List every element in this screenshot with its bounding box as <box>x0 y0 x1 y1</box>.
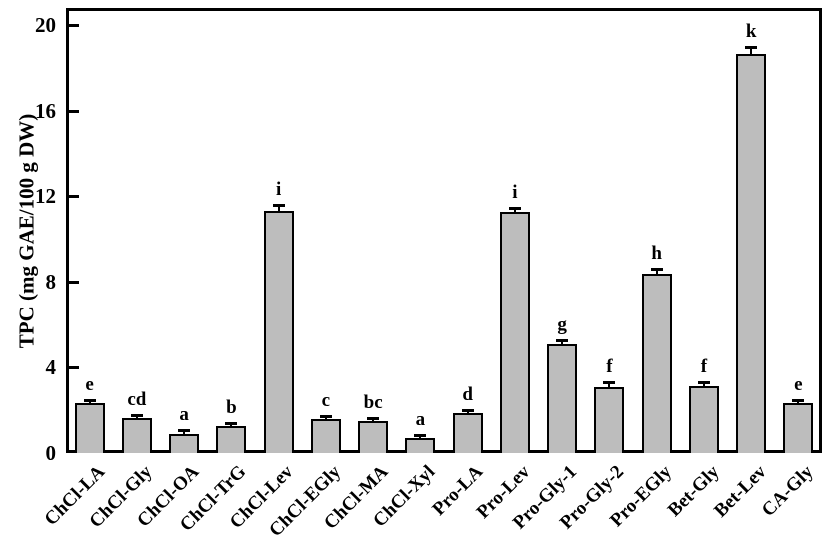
sig-letter-Bet-Lev: k <box>745 20 757 42</box>
error-bar-cap-ChCl-EGly <box>319 414 332 418</box>
error-bar-line-Pro-Gly-1 <box>561 340 564 346</box>
sig-letter-Pro-Gly-1: g <box>557 313 567 335</box>
bar-ChCl-Xyl <box>405 438 436 453</box>
y-tick-mark-8 <box>69 280 79 284</box>
error-bar-line-ChCl-TrG <box>230 424 233 429</box>
bar-ChCl-LA <box>74 402 105 453</box>
bar-Pro-Gly-1 <box>547 343 578 453</box>
error-bar-line-Bet-Gly <box>702 383 705 388</box>
error-bar-cap-Pro-LA <box>461 409 474 413</box>
error-bar-line-Pro-Lev <box>513 209 516 215</box>
bar-ChCl-Lev <box>263 211 294 453</box>
error-bar-cap-ChCl-LA <box>83 398 96 402</box>
error-bar-line-ChCl-Xyl <box>419 436 422 441</box>
error-bar-line-ChCl-EGly <box>324 416 327 421</box>
sig-letter-Pro-Gly-2: f <box>606 355 613 377</box>
y-tick-label-20: 20 <box>35 13 56 38</box>
bar-Pro-Gly-2 <box>594 386 625 453</box>
sig-letter-ChCl-Gly: cd <box>127 388 147 410</box>
plot-area <box>66 8 822 453</box>
x-label-Bet-Lev: Bet-Lev <box>709 461 771 522</box>
sig-letter-ChCl-Xyl: a <box>415 409 426 431</box>
y-tick-label-4: 4 <box>45 355 57 380</box>
error-bar-cap-ChCl-Lev <box>272 203 285 207</box>
error-bar-cap-Pro-Gly-1 <box>556 338 569 342</box>
sig-letter-Bet-Gly: f <box>700 356 708 378</box>
sig-letter-ChCl-TrG: b <box>226 397 237 419</box>
sig-letter-ChCl-OA: a <box>179 404 189 426</box>
error-bar-cap-ChCl-Xyl <box>414 434 427 438</box>
error-bar-cap-ChCl-OA <box>178 429 191 433</box>
error-bar-cap-Pro-EGly <box>650 268 663 272</box>
sig-letter-ChCl-LA: e <box>85 373 94 395</box>
bar-Pro-LA <box>452 413 483 453</box>
error-bar-cap-ChCl-TrG <box>225 422 238 426</box>
bar-ChCl-EGly <box>310 418 341 453</box>
y-tick-mark-16 <box>69 109 79 113</box>
y-tick-label-12: 12 <box>35 184 56 209</box>
y-tick-label-0: 0 <box>45 441 57 465</box>
bar-Bet-Lev <box>736 53 767 453</box>
bar-Pro-EGly <box>641 274 672 453</box>
error-bar-line-ChCl-MA <box>372 418 375 423</box>
sig-letter-Pro-Lev: i <box>512 182 518 204</box>
bar-Bet-Gly <box>688 385 719 453</box>
error-bar-line-ChCl-Gly <box>135 415 138 420</box>
error-bar-cap-ChCl-Gly <box>130 413 143 417</box>
error-bar-line-CA-Gly <box>797 400 800 405</box>
bar-ChCl-OA <box>169 433 200 453</box>
sig-letter-ChCl-EGly: c <box>321 389 331 411</box>
error-bar-line-ChCl-LA <box>88 400 91 405</box>
y-tick-label-8: 8 <box>45 269 57 294</box>
error-bar-line-Bet-Lev <box>750 47 753 56</box>
error-bar-cap-ChCl-MA <box>367 416 380 420</box>
x-label-CA-Gly: CA-Gly <box>757 461 818 521</box>
error-bar-cap-CA-Gly <box>792 398 805 402</box>
error-bar-line-Pro-Gly-2 <box>608 382 611 389</box>
x-label-Bet-Gly: Bet-Gly <box>663 461 724 521</box>
error-bar-line-Pro-LA <box>466 411 469 416</box>
y-tick-mark-4 <box>69 366 79 370</box>
y-tick-mark-12 <box>69 195 79 199</box>
error-bar-line-ChCl-OA <box>183 431 186 436</box>
bar-CA-Gly <box>783 402 814 453</box>
sig-letter-Pro-EGly: h <box>651 243 662 265</box>
bar-ChCl-TrG <box>216 426 247 453</box>
error-bar-line-ChCl-Lev <box>277 205 280 214</box>
sig-letter-CA-Gly: e <box>794 373 803 395</box>
sig-letter-ChCl-Lev: i <box>275 178 282 200</box>
bar-ChCl-MA <box>358 420 389 453</box>
y-tick-label-16: 16 <box>35 98 56 123</box>
bar-ChCl-Gly <box>121 417 152 453</box>
error-bar-cap-Pro-Gly-2 <box>603 380 616 384</box>
error-bar-cap-Bet-Lev <box>745 45 758 49</box>
error-bar-cap-Pro-Lev <box>508 207 521 211</box>
error-bar-line-Pro-EGly <box>655 270 658 277</box>
error-bar-cap-Bet-Gly <box>697 381 710 385</box>
sig-letter-ChCl-MA: bc <box>363 391 383 413</box>
bar-Pro-Lev <box>499 212 530 453</box>
y-tick-mark-20 <box>69 24 79 28</box>
y-axis-title: TPC (mg GAE/100 g DW) <box>14 113 39 349</box>
sig-letter-Pro-LA: d <box>462 384 473 406</box>
